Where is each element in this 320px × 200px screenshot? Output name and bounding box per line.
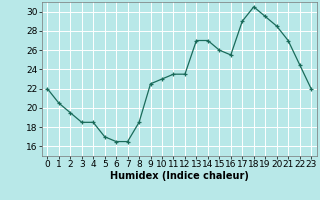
- X-axis label: Humidex (Indice chaleur): Humidex (Indice chaleur): [110, 171, 249, 181]
